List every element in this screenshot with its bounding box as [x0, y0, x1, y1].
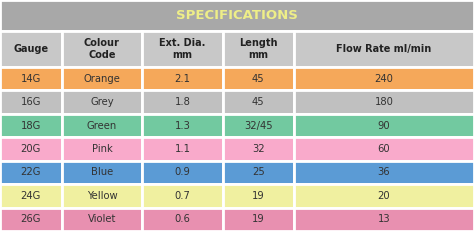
Bar	[223, 114, 294, 137]
Bar	[0, 208, 62, 231]
Bar	[0, 31, 62, 67]
Bar	[294, 90, 474, 114]
Bar	[294, 31, 474, 67]
Text: 19: 19	[252, 214, 264, 224]
Text: 13: 13	[378, 214, 390, 224]
Bar	[142, 161, 223, 184]
Text: 20: 20	[378, 191, 390, 201]
Text: Colour
Code: Colour Code	[84, 38, 120, 60]
Bar	[294, 67, 474, 90]
Text: Ext. Dia.
mm: Ext. Dia. mm	[159, 38, 206, 60]
Bar	[0, 137, 62, 161]
Text: Grey: Grey	[90, 97, 114, 107]
Bar	[294, 208, 474, 231]
Bar	[294, 161, 474, 184]
Bar	[142, 90, 223, 114]
Text: Green: Green	[87, 121, 117, 131]
Text: 16G: 16G	[20, 97, 41, 107]
Bar	[142, 114, 223, 137]
Bar	[223, 31, 294, 67]
Text: 32/45: 32/45	[244, 121, 273, 131]
Text: Violet: Violet	[88, 214, 116, 224]
Text: 0.7: 0.7	[174, 191, 191, 201]
Bar	[142, 67, 223, 90]
Bar	[142, 184, 223, 208]
Text: Flow Rate ml/min: Flow Rate ml/min	[337, 44, 431, 54]
Bar	[62, 31, 142, 67]
Text: 36: 36	[378, 167, 390, 177]
Text: 18G: 18G	[21, 121, 41, 131]
Bar	[62, 184, 142, 208]
Bar	[294, 137, 474, 161]
Bar	[62, 67, 142, 90]
Bar	[0, 184, 62, 208]
Text: 45: 45	[252, 97, 264, 107]
Bar	[0, 90, 62, 114]
Text: 32: 32	[252, 144, 264, 154]
Bar	[294, 114, 474, 137]
Text: Orange: Orange	[83, 74, 120, 84]
Text: 26G: 26G	[20, 214, 41, 224]
Bar	[223, 184, 294, 208]
Text: 22G: 22G	[20, 167, 41, 177]
Bar	[142, 137, 223, 161]
Text: 45: 45	[252, 74, 264, 84]
Bar	[223, 67, 294, 90]
Text: 25: 25	[252, 167, 264, 177]
Text: 1.1: 1.1	[174, 144, 191, 154]
Bar	[142, 208, 223, 231]
Bar	[62, 114, 142, 137]
Bar	[62, 161, 142, 184]
Bar	[62, 208, 142, 231]
Bar	[294, 184, 474, 208]
Bar	[62, 90, 142, 114]
Text: 24G: 24G	[21, 191, 41, 201]
Bar	[0, 67, 62, 90]
Bar	[223, 90, 294, 114]
Bar	[223, 208, 294, 231]
Bar	[0, 161, 62, 184]
Text: 0.9: 0.9	[174, 167, 191, 177]
Text: 20G: 20G	[21, 144, 41, 154]
Text: 19: 19	[252, 191, 264, 201]
Text: 180: 180	[374, 97, 393, 107]
Text: SPECIFICATIONS: SPECIFICATIONS	[176, 9, 298, 22]
Bar	[62, 137, 142, 161]
Text: 0.6: 0.6	[174, 214, 191, 224]
Bar	[223, 137, 294, 161]
Text: 90: 90	[378, 121, 390, 131]
Bar	[0, 0, 474, 31]
Text: 2.1: 2.1	[174, 74, 191, 84]
Bar	[142, 31, 223, 67]
Text: 1.3: 1.3	[174, 121, 191, 131]
Text: 14G: 14G	[21, 74, 41, 84]
Text: Length
mm: Length mm	[239, 38, 278, 60]
Bar	[0, 114, 62, 137]
Text: 1.8: 1.8	[174, 97, 191, 107]
Text: 240: 240	[374, 74, 393, 84]
Text: Yellow: Yellow	[87, 191, 117, 201]
Text: 60: 60	[378, 144, 390, 154]
Bar	[223, 161, 294, 184]
Text: Gauge: Gauge	[13, 44, 48, 54]
Text: Blue: Blue	[91, 167, 113, 177]
Text: Pink: Pink	[91, 144, 112, 154]
